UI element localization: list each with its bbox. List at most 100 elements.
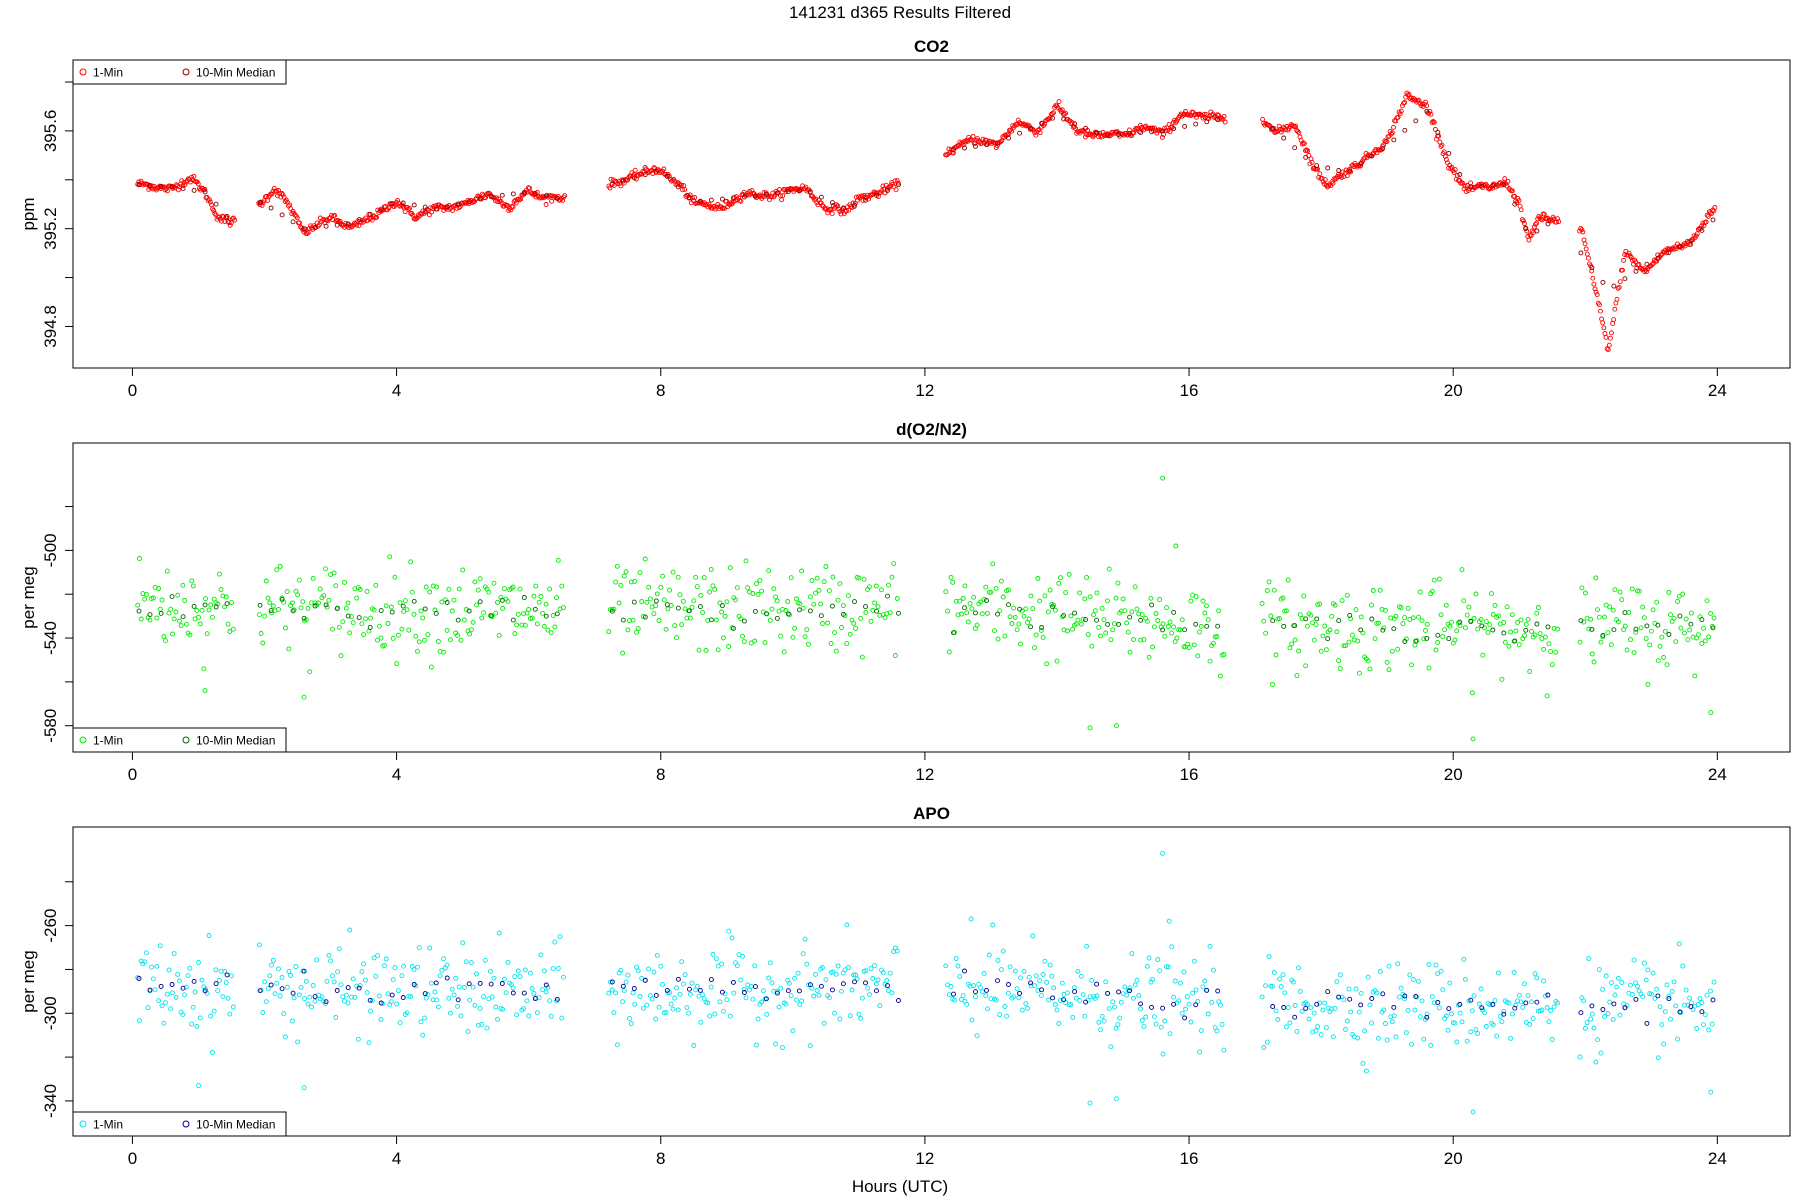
point-1min bbox=[839, 625, 844, 630]
point-1min bbox=[385, 621, 391, 626]
point-1min bbox=[835, 963, 841, 969]
point-1min bbox=[1367, 1002, 1373, 1008]
point-1min bbox=[945, 608, 951, 614]
point-1min bbox=[209, 614, 215, 620]
point-1min bbox=[682, 606, 688, 612]
point-median bbox=[863, 604, 868, 610]
point-1min bbox=[1037, 130, 1043, 136]
point-1min bbox=[277, 993, 283, 999]
point-1min bbox=[482, 957, 488, 963]
point-1min bbox=[229, 600, 235, 606]
point-1min bbox=[1711, 979, 1717, 985]
point-median bbox=[477, 599, 483, 605]
point-1min bbox=[1315, 1024, 1321, 1030]
point-1min bbox=[1110, 627, 1116, 633]
x-tick-label: 4 bbox=[392, 381, 401, 400]
point-median bbox=[609, 979, 615, 985]
point-median bbox=[455, 997, 461, 1003]
point-1min bbox=[170, 990, 175, 996]
point-1min bbox=[733, 597, 738, 603]
point-1min bbox=[986, 589, 992, 595]
point-1min bbox=[416, 639, 422, 645]
point-1min bbox=[1480, 652, 1486, 658]
point-1min bbox=[1534, 610, 1540, 616]
point-1min bbox=[526, 607, 532, 612]
point-1min bbox=[1104, 598, 1110, 604]
point-1min bbox=[1075, 968, 1081, 974]
point-1min bbox=[1122, 984, 1128, 990]
point-1min bbox=[1058, 997, 1063, 1003]
point-median bbox=[664, 987, 670, 993]
point-1min bbox=[1210, 640, 1216, 646]
point-1min bbox=[1018, 641, 1023, 647]
point-median bbox=[1028, 624, 1034, 630]
point-1min bbox=[1014, 627, 1020, 633]
point-1min bbox=[651, 969, 657, 975]
point-1min bbox=[1273, 652, 1279, 658]
point-1min bbox=[1650, 607, 1656, 613]
point-1min bbox=[836, 206, 842, 212]
point-1min bbox=[818, 601, 824, 607]
point-1min bbox=[1033, 632, 1039, 638]
point-median bbox=[1336, 994, 1342, 1000]
point-1min bbox=[368, 1008, 374, 1014]
point-1min bbox=[1447, 623, 1453, 629]
point-1min bbox=[540, 987, 546, 993]
point-1min bbox=[1113, 595, 1119, 601]
point-median bbox=[1017, 130, 1023, 136]
point-1min bbox=[894, 596, 900, 601]
point-1min bbox=[338, 982, 344, 988]
point-1min bbox=[561, 974, 566, 980]
point-1min bbox=[686, 1010, 692, 1016]
point-median bbox=[741, 194, 747, 200]
point-outlier bbox=[196, 1083, 201, 1089]
point-1min bbox=[1084, 574, 1090, 580]
point-1min bbox=[1101, 617, 1107, 623]
point-1min bbox=[1527, 1022, 1533, 1027]
point-median bbox=[1149, 602, 1155, 608]
point-1min bbox=[790, 634, 796, 640]
point-median bbox=[1413, 118, 1419, 124]
point-1min bbox=[978, 985, 984, 991]
point-1min bbox=[469, 199, 475, 205]
point-1min bbox=[493, 1004, 499, 1010]
point-median bbox=[268, 608, 274, 614]
point-1min bbox=[811, 601, 817, 607]
point-1min bbox=[1529, 628, 1534, 634]
point-outlier bbox=[1113, 723, 1119, 729]
point-median bbox=[312, 225, 318, 230]
point-median bbox=[1424, 635, 1430, 641]
point-1min bbox=[1516, 642, 1522, 648]
point-1min bbox=[1513, 1002, 1519, 1008]
point-median bbox=[433, 206, 439, 212]
point-median bbox=[554, 195, 560, 201]
point-1min bbox=[335, 969, 341, 975]
point-1min bbox=[826, 588, 832, 594]
point-1min bbox=[1452, 637, 1458, 643]
point-1min bbox=[149, 183, 155, 189]
point-1min bbox=[1016, 621, 1022, 627]
point-median bbox=[136, 976, 142, 981]
point-1min bbox=[1139, 612, 1145, 618]
point-1min bbox=[1417, 100, 1423, 106]
point-1min bbox=[656, 1004, 662, 1010]
point-1min bbox=[646, 966, 652, 972]
point-1min bbox=[461, 617, 467, 623]
point-median bbox=[796, 988, 802, 994]
point-1min bbox=[759, 999, 765, 1005]
point-1min bbox=[1400, 621, 1406, 627]
point-1min bbox=[872, 963, 878, 969]
point-1min bbox=[474, 602, 480, 608]
point-1min bbox=[1210, 967, 1216, 973]
point-median bbox=[1061, 613, 1067, 619]
point-1min bbox=[826, 995, 832, 1001]
point-1min bbox=[858, 1015, 864, 1021]
point-median bbox=[510, 191, 516, 197]
point-median bbox=[1006, 602, 1011, 608]
point-1min bbox=[1045, 997, 1051, 1003]
point-median bbox=[863, 980, 868, 986]
point-1min bbox=[394, 1001, 400, 1007]
point-median bbox=[169, 594, 175, 600]
point-1min bbox=[1362, 1028, 1368, 1034]
point-1min bbox=[1454, 172, 1460, 178]
